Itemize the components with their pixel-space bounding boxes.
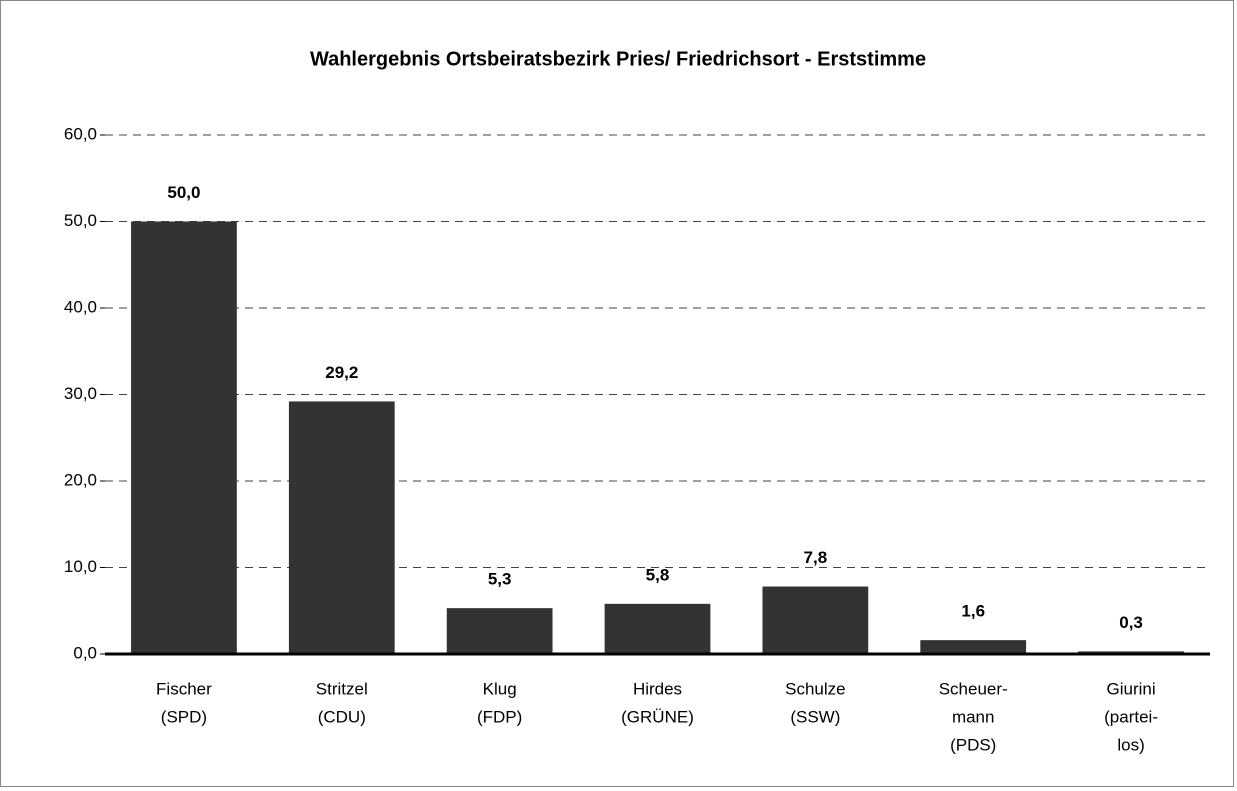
- x-tick-label: Stritzel: [316, 679, 368, 698]
- x-tick-label: Scheuer-: [939, 679, 1008, 698]
- x-tick-label: (SPD): [161, 707, 207, 726]
- bar: [604, 603, 711, 654]
- x-tick-label: (GRÜNE): [621, 707, 694, 726]
- y-tick-label: 10,0: [64, 557, 97, 576]
- value-label: 0,3: [1119, 613, 1143, 632]
- value-label: 29,2: [325, 363, 358, 382]
- x-tick-label: (FDP): [477, 707, 522, 726]
- value-label: 5,8: [646, 565, 670, 584]
- x-tick-label: Hirdes: [633, 679, 682, 698]
- value-label: 7,8: [804, 548, 828, 567]
- bar: [446, 608, 553, 654]
- bar: [762, 586, 869, 654]
- bar: [131, 221, 237, 654]
- value-label: 1,6: [961, 602, 985, 621]
- y-tick-label: 40,0: [64, 297, 97, 316]
- x-tick-label: (PDS): [950, 735, 996, 754]
- bar: [920, 640, 1027, 654]
- chart-title: Wahlergebnis Ortsbeiratsbezirk Pries/ Fr…: [310, 48, 926, 70]
- x-tick-label: mann: [952, 707, 995, 726]
- x-tick-label: Schulze: [785, 679, 845, 698]
- value-label: 5,3: [488, 570, 512, 589]
- x-tick-label: los): [1117, 735, 1144, 754]
- value-label: 50,0: [167, 183, 200, 202]
- y-tick-label: 60,0: [64, 124, 97, 143]
- x-tick-label: Klug: [483, 679, 517, 698]
- x-tick-label: Giurini: [1107, 679, 1156, 698]
- y-tick-label: 30,0: [64, 384, 97, 403]
- x-tick-label: (SSW): [790, 707, 840, 726]
- y-tick-label: 50,0: [64, 211, 97, 230]
- bar: [288, 401, 395, 654]
- y-tick-label: 0,0: [73, 643, 97, 662]
- x-tick-label: (CDU): [318, 707, 366, 726]
- y-tick-label: 20,0: [64, 470, 97, 489]
- x-tick-label: Fischer: [156, 679, 212, 698]
- x-tick-label: (partei-: [1104, 707, 1158, 726]
